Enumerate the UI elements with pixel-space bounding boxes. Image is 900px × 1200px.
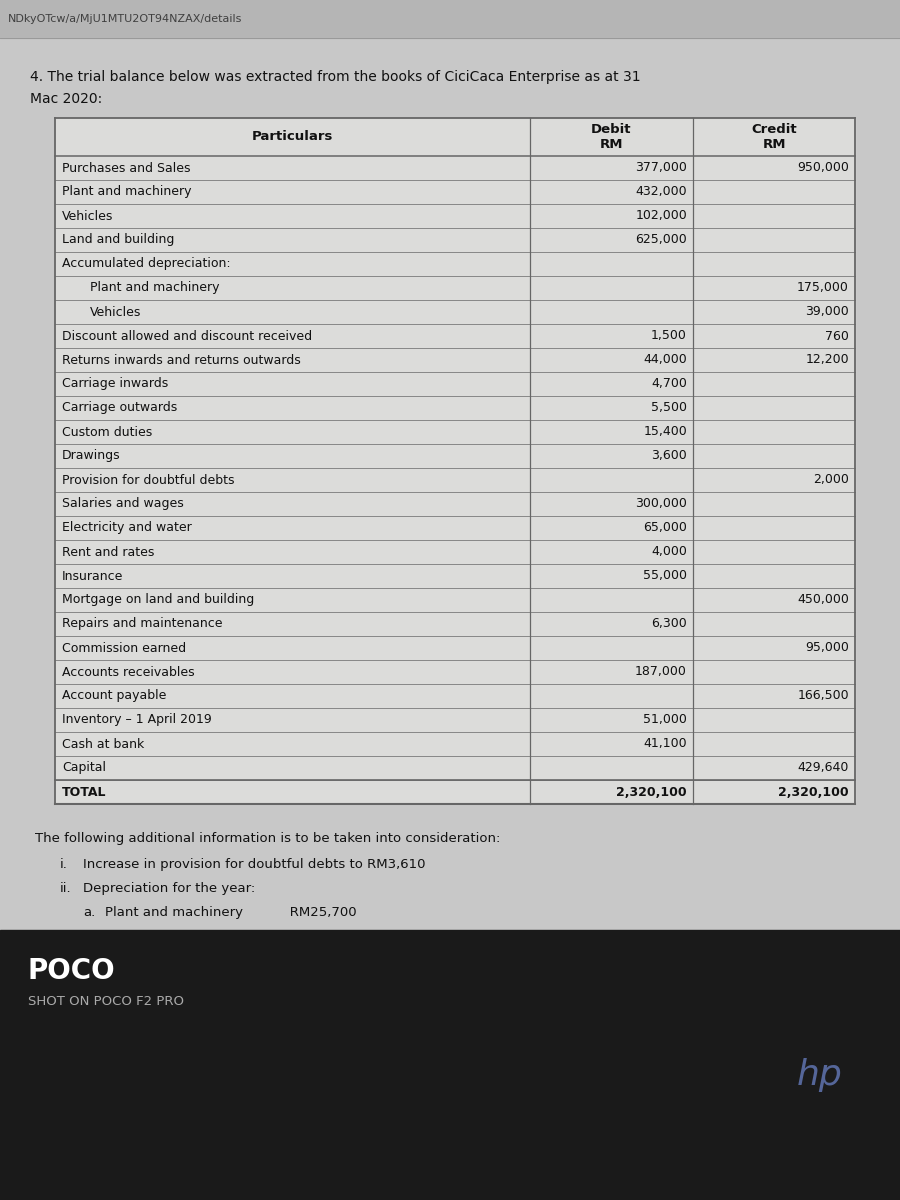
Text: Mortgage on land and building: Mortgage on land and building (62, 594, 254, 606)
Text: 95,000: 95,000 (806, 642, 849, 654)
Text: ii.: ii. (60, 882, 72, 895)
Text: Repairs and maintenance: Repairs and maintenance (62, 618, 222, 630)
Text: 55,000: 55,000 (643, 570, 687, 582)
Text: Returns inwards and returns outwards: Returns inwards and returns outwards (62, 354, 301, 366)
Text: Debit
RM: Debit RM (591, 124, 632, 151)
Text: Drawings: Drawings (62, 450, 121, 462)
Text: Mac 2020:: Mac 2020: (30, 92, 103, 106)
Text: Accumulated depreciation:: Accumulated depreciation: (62, 258, 230, 270)
Text: 2,320,100: 2,320,100 (616, 786, 687, 798)
Text: 39,000: 39,000 (806, 306, 849, 318)
Text: 5,500: 5,500 (651, 402, 687, 414)
Text: 6,300: 6,300 (652, 618, 687, 630)
Text: Account payable: Account payable (62, 690, 166, 702)
Text: 15,400: 15,400 (644, 426, 687, 438)
Text: 3,600: 3,600 (652, 450, 687, 462)
Text: Commission earned: Commission earned (62, 642, 186, 654)
Text: 4. The trial balance below was extracted from the books of CiciCaca Enterprise a: 4. The trial balance below was extracted… (30, 70, 641, 84)
Text: Depreciation for the year:: Depreciation for the year: (83, 882, 256, 895)
Text: Carriage inwards: Carriage inwards (62, 378, 168, 390)
Text: 4,000: 4,000 (651, 546, 687, 558)
Text: Plant and machinery: Plant and machinery (90, 282, 220, 294)
Text: 760: 760 (825, 330, 849, 342)
Text: 950,000: 950,000 (797, 162, 849, 174)
Text: 450,000: 450,000 (797, 594, 849, 606)
Text: hp: hp (797, 1058, 843, 1092)
Text: Vehicles: Vehicles (62, 210, 113, 222)
Text: POCO: POCO (28, 958, 115, 985)
Text: Custom duties: Custom duties (62, 426, 152, 438)
Text: Inventory – 1 April 2019: Inventory – 1 April 2019 (62, 714, 212, 726)
Text: 44,000: 44,000 (644, 354, 687, 366)
Text: 51,000: 51,000 (644, 714, 687, 726)
Text: Vehicles: Vehicles (90, 306, 141, 318)
Text: The following additional information is to be taken into consideration:: The following additional information is … (35, 832, 500, 845)
Text: Salaries and wages: Salaries and wages (62, 498, 184, 510)
Text: 432,000: 432,000 (635, 186, 687, 198)
Text: 102,000: 102,000 (635, 210, 687, 222)
Text: Carriage outwards: Carriage outwards (62, 402, 177, 414)
Text: Capital: Capital (62, 762, 106, 774)
Bar (0, 930, 900, 1200)
Text: Plant and machinery           RM25,700: Plant and machinery RM25,700 (105, 906, 356, 919)
Text: a.: a. (83, 906, 95, 919)
Text: Provision for doubtful debts: Provision for doubtful debts (62, 474, 235, 486)
Text: i.: i. (60, 858, 68, 871)
Text: SHOT ON POCO F2 PRO: SHOT ON POCO F2 PRO (28, 995, 184, 1008)
Text: Credit
RM: Credit RM (752, 124, 796, 151)
Text: 300,000: 300,000 (635, 498, 687, 510)
Text: Accounts receivables: Accounts receivables (62, 666, 194, 678)
Text: Purchases and Sales: Purchases and Sales (62, 162, 191, 174)
Text: Discount allowed and discount received: Discount allowed and discount received (62, 330, 312, 342)
Text: NDkyOTcw/a/MjU1MTU2OT94NZAX/details: NDkyOTcw/a/MjU1MTU2OT94NZAX/details (8, 14, 242, 24)
Text: 2,320,100: 2,320,100 (778, 786, 849, 798)
Text: Particulars: Particulars (252, 131, 333, 144)
Text: 2,000: 2,000 (813, 474, 849, 486)
Text: 12,200: 12,200 (806, 354, 849, 366)
Text: 625,000: 625,000 (635, 234, 687, 246)
Text: TOTAL: TOTAL (62, 786, 106, 798)
Text: 1,500: 1,500 (651, 330, 687, 342)
Bar (55, 118, 855, 804)
Text: 187,000: 187,000 (635, 666, 687, 678)
Text: Land and building: Land and building (62, 234, 175, 246)
Text: 175,000: 175,000 (797, 282, 849, 294)
Text: 4,700: 4,700 (651, 378, 687, 390)
Text: Increase in provision for doubtful debts to RM3,610: Increase in provision for doubtful debts… (83, 858, 426, 871)
Text: 41,100: 41,100 (644, 738, 687, 750)
Text: Cash at bank: Cash at bank (62, 738, 144, 750)
Text: Electricity and water: Electricity and water (62, 522, 192, 534)
Text: 65,000: 65,000 (644, 522, 687, 534)
Text: Plant and machinery: Plant and machinery (62, 186, 192, 198)
Bar (0, 0, 900, 38)
Text: 429,640: 429,640 (797, 762, 849, 774)
Text: 166,500: 166,500 (797, 690, 849, 702)
Text: Insurance: Insurance (62, 570, 123, 582)
Text: Rent and rates: Rent and rates (62, 546, 155, 558)
Text: 377,000: 377,000 (635, 162, 687, 174)
